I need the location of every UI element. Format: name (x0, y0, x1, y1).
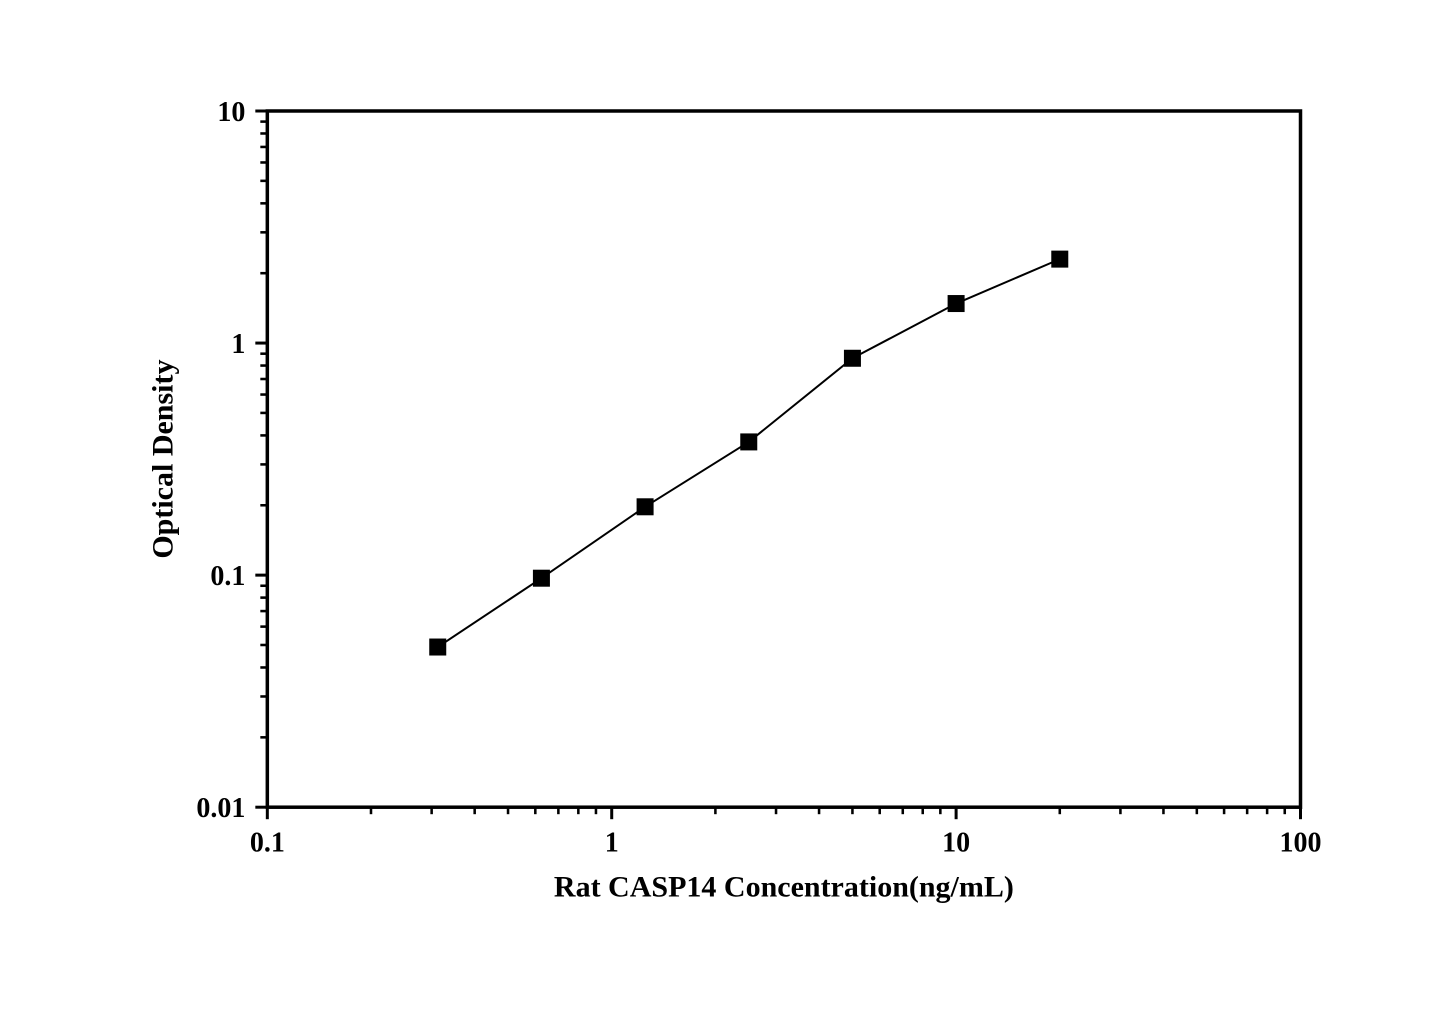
data-point-marker (844, 350, 860, 366)
y-axis-title: Optical Density (147, 360, 180, 559)
y-tick-label: 10 (217, 97, 245, 128)
y-tick-label: 0.01 (196, 793, 245, 824)
data-point-marker (1052, 251, 1068, 267)
y-tick-label: 0.1 (210, 561, 245, 592)
x-tick-label: 1 (605, 827, 619, 858)
chart-container: 0.11101000.010.1110Rat CASP14 Concentrat… (0, 0, 1445, 1009)
data-point-marker (637, 499, 653, 515)
x-tick-label: 0.1 (250, 827, 285, 858)
data-point-marker (430, 639, 446, 655)
x-tick-label: 10 (942, 827, 970, 858)
x-tick-label: 100 (1280, 827, 1322, 858)
standard-curve-chart: 0.11101000.010.1110Rat CASP14 Concentrat… (0, 0, 1445, 1009)
y-tick-label: 1 (231, 329, 245, 360)
data-point-marker (741, 434, 757, 450)
data-point-marker (948, 296, 964, 312)
data-point-marker (533, 570, 549, 586)
x-axis-title: Rat CASP14 Concentration(ng/mL) (554, 870, 1014, 903)
chart-background (0, 0, 1445, 1009)
